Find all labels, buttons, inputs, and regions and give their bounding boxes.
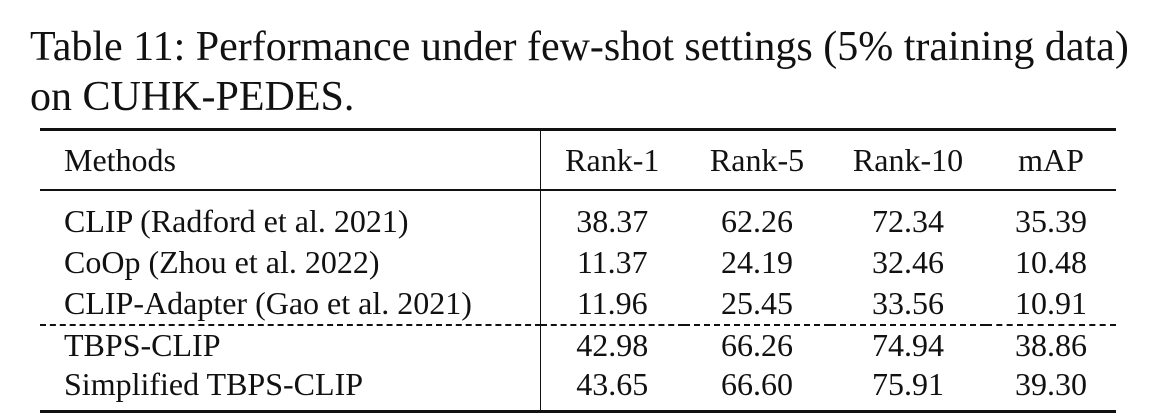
header-rank-10: Rank-10 — [852, 141, 964, 178]
rank-5-cell: 25.45 — [721, 285, 793, 321]
header-map: mAP — [1018, 141, 1084, 178]
results-table-container: Methods Rank-1 Rank-5 Rank-10 mAP CLIP (… — [40, 128, 1116, 413]
method-cell: TBPS-CLIP — [40, 324, 541, 365]
rank-5-cell: 66.26 — [684, 324, 830, 365]
method-cell: CLIP (Radford et al. 2021) — [40, 190, 541, 242]
table-row: CLIP (Radford et al. 2021) 38.37 62.26 7… — [40, 190, 1116, 242]
rank-10-cell: 33.56 — [872, 285, 944, 321]
rank-1-cell: 43.65 — [540, 365, 684, 413]
method-cell: CLIP-Adapter (Gao et al. 2021) — [40, 283, 541, 325]
map-cell: 10.48 — [1015, 244, 1087, 280]
header-rank-1: Rank-1 — [565, 141, 660, 178]
table-header: Methods Rank-1 Rank-5 Rank-10 mAP — [40, 129, 1116, 190]
table-row: CLIP-Adapter (Gao et al. 2021) 11.96 25.… — [40, 283, 1116, 325]
rank-5-cell: 66.60 — [684, 365, 830, 413]
map-cell: 35.39 — [1015, 203, 1087, 239]
header-methods: Methods — [40, 129, 541, 190]
rank-5-cell: 62.26 — [721, 203, 793, 239]
table-row: Simplified TBPS-CLIP 43.65 66.60 75.91 3… — [40, 365, 1116, 413]
rank-10-cell: 32.46 — [872, 244, 944, 280]
table-caption: Table 11: Performance under few-shot set… — [30, 24, 1129, 120]
rank-1-cell: 38.37 — [576, 203, 649, 239]
table-row: CoOp (Zhou et al. 2022) 11.37 24.19 32.4… — [40, 242, 1116, 283]
table-row: TBPS-CLIP 42.98 66.26 74.94 38.86 — [40, 324, 1116, 365]
header-row: Methods Rank-1 Rank-5 Rank-10 mAP — [40, 129, 1116, 190]
baseline-group: CLIP (Radford et al. 2021) 38.37 62.26 7… — [40, 190, 1116, 325]
method-cell: CoOp (Zhou et al. 2022) — [40, 242, 541, 283]
rank-10-cell: 72.34 — [872, 203, 944, 239]
results-table: Methods Rank-1 Rank-5 Rank-10 mAP CLIP (… — [40, 128, 1116, 413]
header-rank-5: Rank-5 — [709, 141, 805, 178]
rank-10-cell: 75.91 — [830, 365, 986, 413]
rank-1-cell: 42.98 — [540, 324, 684, 365]
method-cell: Simplified TBPS-CLIP — [40, 365, 541, 413]
rank-10-cell: 74.94 — [830, 324, 986, 365]
map-cell: 10.91 — [1015, 285, 1087, 321]
map-cell: 39.30 — [986, 365, 1116, 413]
rank-5-cell: 24.19 — [721, 244, 793, 280]
rank-1-cell: 11.96 — [576, 285, 648, 321]
rank-1-cell: 11.37 — [576, 244, 648, 280]
proposed-group: TBPS-CLIP 42.98 66.26 74.94 38.86 Simpli… — [40, 324, 1116, 413]
map-cell: 38.86 — [986, 324, 1116, 365]
